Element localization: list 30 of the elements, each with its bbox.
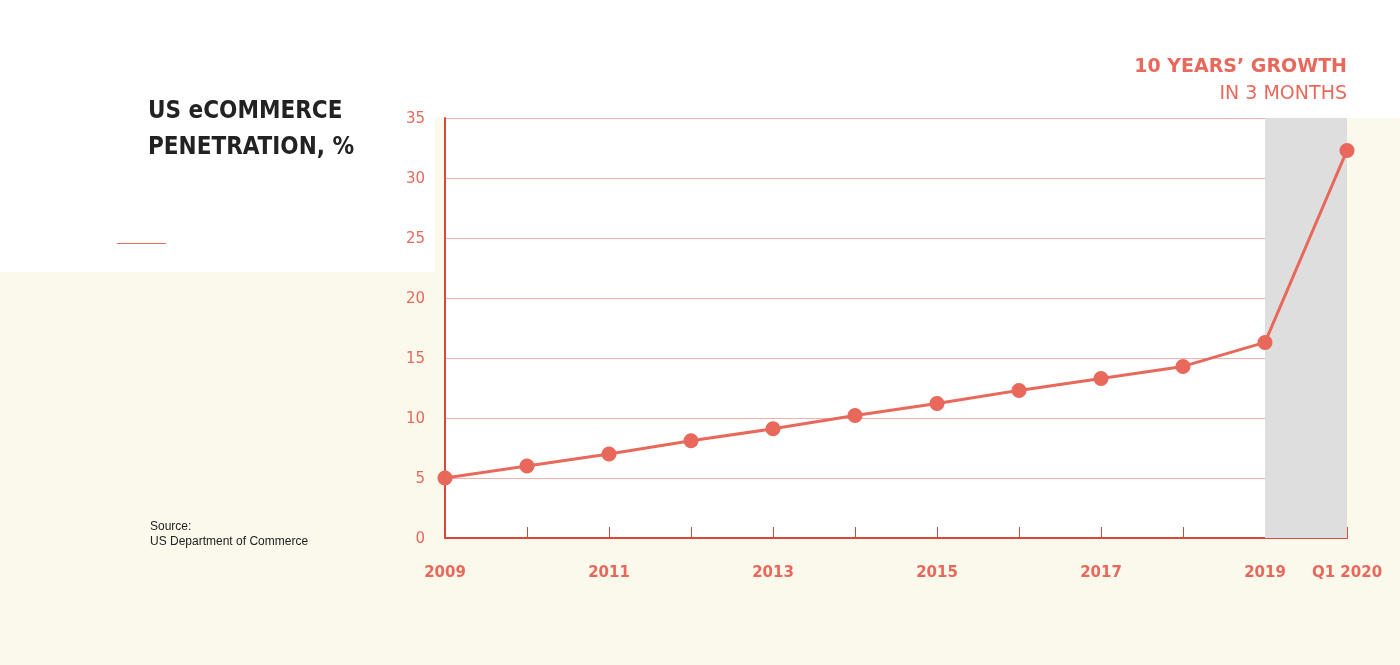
x-tick-label: 2019	[1244, 562, 1286, 581]
y-tick-label: 5	[415, 469, 425, 487]
point	[847, 408, 863, 424]
y-tick-label: 35	[405, 109, 425, 127]
y-tick-label: 30	[405, 169, 425, 187]
point	[1175, 358, 1191, 374]
x-tick-label: 2011	[588, 562, 630, 581]
y-tick-label: 10	[405, 409, 425, 427]
point	[601, 446, 617, 462]
point	[1257, 334, 1273, 350]
y-tick-label: 20	[405, 289, 425, 307]
x-tick-label: 2015	[916, 562, 958, 581]
text: US eCOMMERCE PENETRATION, %	[148, 96, 355, 160]
x-tick-label: Q1 2020	[1311, 562, 1383, 581]
source-note: Source: US Department of Commerce	[150, 518, 309, 548]
x-tick-label: 2013	[752, 562, 794, 581]
point	[1093, 370, 1109, 386]
point	[1011, 382, 1027, 398]
y-tick-label: 25	[405, 229, 425, 247]
y-tick-label: 0	[415, 529, 425, 547]
point	[437, 470, 453, 486]
point	[765, 421, 781, 437]
point	[683, 433, 699, 449]
point	[1339, 142, 1355, 158]
x-tick-label: 2017	[1080, 562, 1122, 581]
point	[519, 458, 535, 474]
y-tick-label: 15	[405, 349, 425, 367]
point	[929, 396, 945, 412]
band-label: 10 YEARS’ GROWTH IN 3 MONTHS	[1134, 53, 1347, 103]
x-tick-label: 2009	[424, 562, 466, 581]
